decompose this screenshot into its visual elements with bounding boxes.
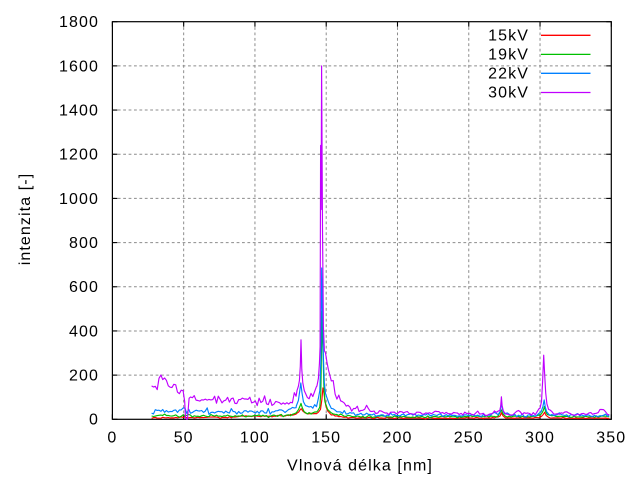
svg-text:200: 200 — [383, 430, 413, 447]
svg-text:Vlnová délka [nm]: Vlnová délka [nm] — [287, 457, 433, 474]
svg-text:22kV: 22kV — [488, 66, 529, 83]
svg-text:50: 50 — [174, 430, 194, 447]
svg-text:200: 200 — [69, 368, 99, 385]
svg-text:350: 350 — [596, 430, 626, 447]
svg-text:19kV: 19kV — [488, 47, 529, 64]
svg-text:250: 250 — [454, 430, 484, 447]
svg-text:0: 0 — [107, 430, 117, 447]
svg-text:400: 400 — [69, 323, 99, 340]
svg-text:15kV: 15kV — [488, 28, 529, 45]
svg-text:30kV: 30kV — [488, 85, 529, 102]
svg-text:100: 100 — [240, 430, 270, 447]
svg-text:1200: 1200 — [59, 147, 99, 164]
svg-text:1600: 1600 — [59, 58, 99, 75]
svg-text:800: 800 — [69, 235, 99, 252]
svg-text:150: 150 — [311, 430, 341, 447]
svg-text:300: 300 — [525, 430, 555, 447]
svg-text:intenzita [-]: intenzita [-] — [17, 173, 34, 266]
svg-text:1000: 1000 — [59, 191, 99, 208]
svg-text:1400: 1400 — [59, 103, 99, 120]
svg-text:600: 600 — [69, 279, 99, 296]
svg-text:0: 0 — [89, 412, 99, 429]
svg-text:1800: 1800 — [59, 14, 99, 31]
